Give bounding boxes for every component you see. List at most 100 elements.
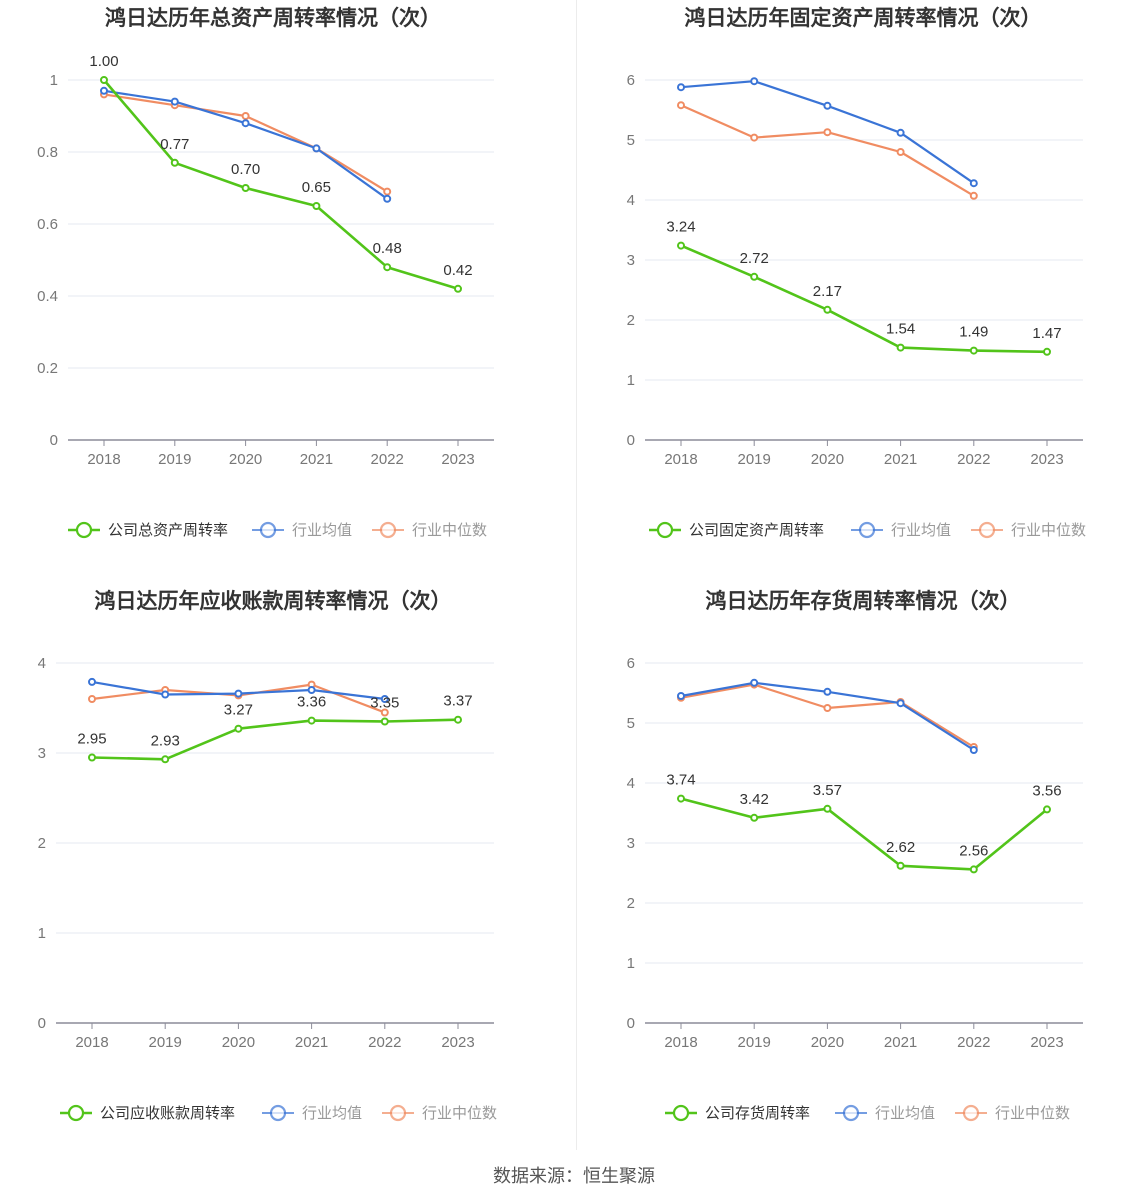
data-point-average — [312, 144, 321, 153]
y-tick-label: 0 — [627, 432, 635, 449]
legend-label: 行业均值 — [891, 521, 951, 539]
data-point-average — [896, 699, 905, 708]
y-tick-label: 0 — [38, 1015, 46, 1032]
data-label: 2.72 — [740, 250, 769, 267]
x-tick-label: 2020 — [811, 1034, 844, 1051]
data-source-note: 数据来源：恒生聚源 — [493, 1166, 655, 1187]
legend-item-company: 公司存货周转率 — [665, 1104, 810, 1122]
x-tick-label: 2021 — [884, 451, 917, 468]
data-label: 3.42 — [740, 791, 769, 808]
data-label: 3.74 — [666, 772, 695, 789]
data-point-company — [161, 755, 170, 764]
legend-swatch-marker — [978, 521, 996, 539]
x-tick-label: 2019 — [158, 451, 191, 468]
legend-item-average: 行业均值 — [262, 1104, 362, 1122]
panel-divider — [576, 0, 577, 1150]
data-label: 3.35 — [370, 695, 399, 712]
data-point-average — [88, 677, 96, 686]
data-label: 0.48 — [373, 240, 402, 257]
y-tick-label: 1 — [38, 925, 46, 942]
y-tick-label: 3 — [627, 835, 635, 852]
data-point-average — [969, 746, 978, 754]
x-tick-label: 2019 — [738, 451, 771, 468]
chart-title: 鸿日达历年应收账款周转率情况（次） — [95, 589, 452, 613]
legend-swatch-marker — [842, 1104, 860, 1122]
x-tick-label: 2020 — [811, 451, 844, 468]
data-point-median — [823, 704, 832, 712]
data-point-company — [100, 76, 108, 84]
legend-item-average: 行业均值 — [252, 521, 352, 539]
chart-svg: 鸿日达历年存货周转率情况（次） 0 1 2 3 4 5 6 2018 2019 2020 2021 20… — [627, 589, 1083, 1122]
data-point-average — [383, 194, 392, 203]
y-tick-label: 5 — [627, 132, 635, 149]
x-tick-label: 2022 — [957, 451, 990, 468]
x-tick-label: 2018 — [87, 451, 120, 468]
data-point-company — [1043, 347, 1051, 356]
data-point-average — [234, 689, 243, 698]
data-label: 0.42 — [443, 262, 472, 279]
chart-panel-total-asset-turnover: 鸿日达历年总资产周转率情况（次） 0 0.2 0.4 0.6 0.8 1 2018 2019 20… — [0, 0, 574, 583]
legend-swatch-marker — [75, 521, 93, 539]
chart-panel-fixed-asset-turnover: 鸿日达历年固定资产周转率情况（次） 0 1 2 3 4 5 6 2018 2019 2020 2021… — [577, 0, 1148, 583]
legend-label: 行业中位数 — [422, 1104, 497, 1122]
legend-item-average: 行业均值 — [851, 521, 951, 539]
x-tick-label: 2022 — [957, 1034, 990, 1051]
legend-item-median: 行业中位数 — [382, 1104, 497, 1122]
data-point-median — [677, 101, 685, 110]
chart-title: 鸿日达历年存货周转率情况（次） — [706, 589, 1021, 613]
data-point-company — [454, 284, 462, 293]
data-label: 3.24 — [666, 219, 695, 236]
data-point-company — [241, 184, 250, 192]
data-point-company — [383, 263, 392, 272]
data-point-average — [161, 690, 170, 699]
data-point-average — [241, 119, 250, 128]
legend-swatch-marker — [259, 521, 277, 539]
data-label: 2.56 — [959, 842, 988, 859]
data-label: 3.57 — [813, 782, 842, 799]
data-label: 2.95 — [77, 731, 106, 748]
data-label: 2.93 — [151, 732, 180, 749]
y-tick-label: 0.6 — [37, 216, 58, 233]
x-tick-label: 2018 — [75, 1034, 108, 1051]
legend-label: 行业中位数 — [1011, 521, 1086, 539]
series-line-company — [91, 718, 459, 761]
y-tick-label: 0 — [50, 432, 58, 449]
y-tick-label: 1 — [627, 372, 635, 389]
x-tick-label: 2018 — [664, 1034, 697, 1051]
data-point-company — [823, 804, 832, 813]
y-tick-label: 0.4 — [37, 288, 58, 305]
legend-item-median: 行业中位数 — [372, 521, 487, 539]
chart-panel-receivables-turnover: 鸿日达历年应收账款周转率情况（次） 0 1 2 3 4 2018 2019 2020 2021 20… — [0, 583, 574, 1166]
data-point-average — [750, 678, 759, 687]
data-point-average — [170, 97, 179, 106]
legend-label: 行业均值 — [292, 521, 352, 539]
x-tick-label: 2019 — [738, 1034, 771, 1051]
y-tick-label: 6 — [627, 655, 635, 672]
data-label: 3.56 — [1032, 782, 1061, 799]
legend-label: 公司存货周转率 — [705, 1104, 810, 1122]
chart-svg: 鸿日达历年总资产周转率情况（次） 0 0.2 0.4 0.6 0.8 1 2018 2019 20… — [37, 6, 494, 539]
chart-svg: 鸿日达历年应收账款周转率情况（次） 0 1 2 3 4 2018 2019 2020 2021 20… — [38, 589, 497, 1122]
data-point-median — [969, 191, 978, 200]
y-tick-label: 3 — [38, 745, 46, 762]
data-point-median — [380, 708, 389, 717]
y-tick-label: 2 — [627, 312, 635, 329]
x-tick-label: 2023 — [1030, 451, 1063, 468]
data-label: 3.36 — [297, 694, 326, 711]
data-point-company — [170, 158, 179, 167]
data-point-average — [823, 101, 832, 110]
data-point-company — [312, 202, 321, 210]
data-point-average — [896, 128, 905, 137]
data-point-median — [896, 148, 905, 156]
legend-swatch-marker — [656, 521, 674, 539]
data-label: 2.17 — [813, 283, 842, 300]
legend-item-median: 行业中位数 — [971, 521, 1086, 539]
series-line-company — [103, 79, 459, 291]
data-point-company — [1043, 805, 1051, 814]
y-tick-label: 1 — [627, 955, 635, 972]
data-point-average — [677, 83, 685, 92]
data-point-company — [677, 794, 685, 803]
x-tick-label: 2021 — [295, 1034, 328, 1051]
x-tick-label: 2022 — [371, 451, 404, 468]
y-tick-label: 1 — [50, 72, 58, 89]
